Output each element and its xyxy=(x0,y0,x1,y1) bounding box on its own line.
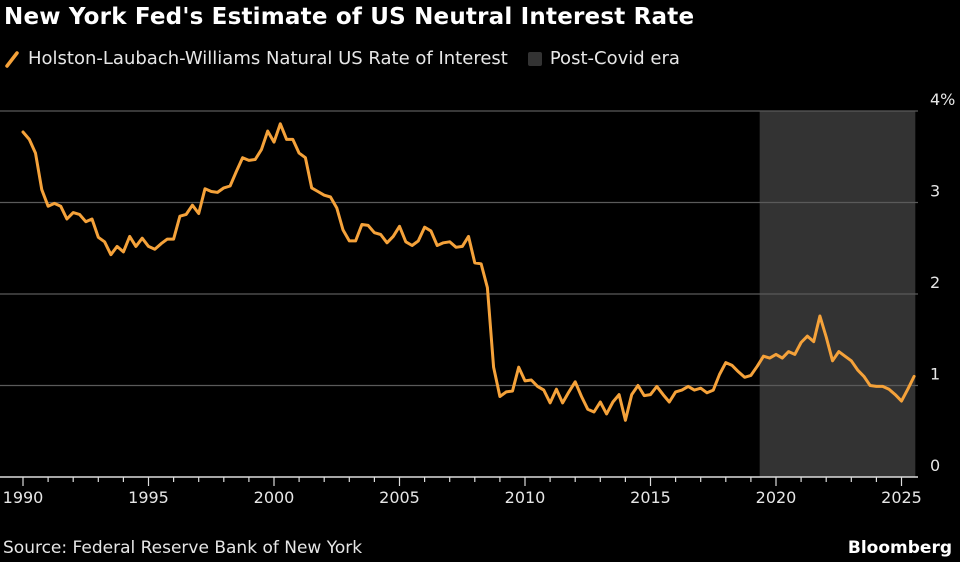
box-swatch-icon xyxy=(527,51,542,66)
legend: Holston-Laubach-Williams Natural US Rate… xyxy=(4,48,700,69)
x-tick-label: 2010 xyxy=(505,488,546,507)
x-tick-label: 2020 xyxy=(756,488,797,507)
x-tick-label: 2005 xyxy=(379,488,420,507)
x-tick-label: 1995 xyxy=(128,488,169,507)
series-line-natural-rate xyxy=(21,122,916,422)
legend-label-series: Holston-Laubach-Williams Natural US Rate… xyxy=(28,48,508,69)
y-tick-label: 1 xyxy=(930,365,940,384)
chart-title: New York Fed's Estimate of US Neutral In… xyxy=(4,4,695,30)
y-tick-label: 2 xyxy=(930,273,940,292)
source-note: Source: Federal Reserve Bank of New York xyxy=(3,538,363,558)
x-tick-label: 2000 xyxy=(254,488,295,507)
x-tick-label: 1990 xyxy=(3,488,44,507)
legend-label-shade: Post-Covid era xyxy=(549,48,680,69)
legend-item-shade: Post-Covid era xyxy=(527,48,680,69)
brand-logo: Bloomberg xyxy=(847,538,952,558)
x-tick-label: 2025 xyxy=(881,488,922,507)
x-tick-label: 2015 xyxy=(630,488,671,507)
y-tick-label: 4% xyxy=(930,90,955,109)
legend-item-series: Holston-Laubach-Williams Natural US Rate… xyxy=(4,48,508,69)
line-swatch-icon xyxy=(5,50,19,68)
y-tick-label: 3 xyxy=(930,182,940,201)
y-tick-label: 0 xyxy=(930,456,940,475)
